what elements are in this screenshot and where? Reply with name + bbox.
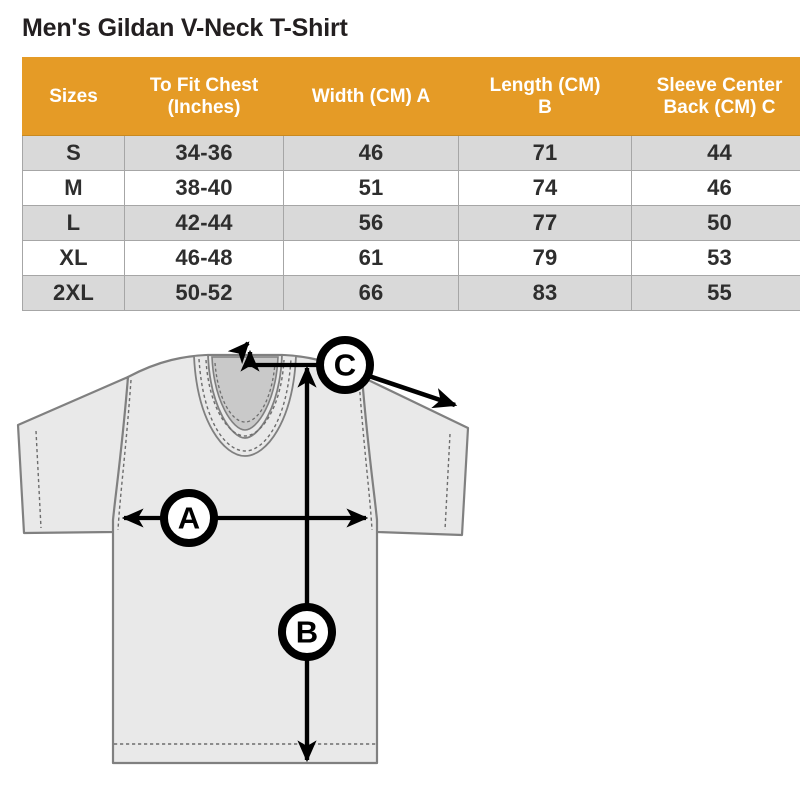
cell-chest: 46-48 bbox=[125, 241, 284, 276]
column-header-width: Width (CM) A bbox=[284, 58, 459, 136]
column-header-chest-line1: To Fit Chest bbox=[150, 75, 258, 96]
table-row: S 34-36 46 71 44 bbox=[23, 136, 800, 171]
column-header-length-line1: Length (CM) bbox=[490, 75, 601, 96]
table-body: S 34-36 46 71 44 M 38-40 51 74 46 L 42-4… bbox=[23, 136, 800, 311]
table-header-row: Sizes To Fit Chest (Inches) Width (CM) A… bbox=[23, 58, 800, 136]
column-header-length-line2: B bbox=[538, 97, 552, 118]
cell-chest: 38-40 bbox=[125, 171, 284, 206]
column-header-sleeve-line2: Back (CM) C bbox=[664, 97, 776, 118]
cell-length: 71 bbox=[459, 136, 632, 171]
table-header: Sizes To Fit Chest (Inches) Width (CM) A… bbox=[23, 58, 800, 136]
cell-sleeve: 53 bbox=[632, 241, 800, 276]
page-title: Men's Gildan V-Neck T-Shirt bbox=[22, 14, 348, 43]
cell-sleeve: 50 bbox=[632, 206, 800, 241]
table-row: L 42-44 56 77 50 bbox=[23, 206, 800, 241]
cell-chest: 42-44 bbox=[125, 206, 284, 241]
table-row: M 38-40 51 74 46 bbox=[23, 171, 800, 206]
column-header-sizes: Sizes bbox=[23, 58, 125, 136]
cell-length: 77 bbox=[459, 206, 632, 241]
t-shirt-illustration: A B C bbox=[0, 330, 800, 791]
right-sleeve bbox=[362, 377, 468, 535]
cell-size: XL bbox=[23, 241, 125, 276]
marker-c: C bbox=[320, 340, 370, 390]
cell-sleeve: 46 bbox=[632, 171, 800, 206]
cell-size: 2XL bbox=[23, 276, 125, 311]
marker-a-label: A bbox=[178, 501, 200, 536]
column-header-length: Length (CM) B bbox=[459, 58, 632, 136]
column-header-sleeve: Sleeve Center Back (CM) C bbox=[632, 58, 800, 136]
size-chart-container: Sizes To Fit Chest (Inches) Width (CM) A… bbox=[22, 57, 772, 311]
cell-size: M bbox=[23, 171, 125, 206]
column-header-chest: To Fit Chest (Inches) bbox=[125, 58, 284, 136]
cell-length: 79 bbox=[459, 241, 632, 276]
cell-length: 74 bbox=[459, 171, 632, 206]
cell-width: 56 bbox=[284, 206, 459, 241]
cell-width: 66 bbox=[284, 276, 459, 311]
marker-c-label: C bbox=[334, 348, 356, 383]
t-shirt-diagram: A B C bbox=[0, 330, 800, 791]
cell-width: 51 bbox=[284, 171, 459, 206]
cell-size: S bbox=[23, 136, 125, 171]
column-header-chest-line2: (Inches) bbox=[168, 97, 241, 118]
cell-sleeve: 55 bbox=[632, 276, 800, 311]
cell-width: 61 bbox=[284, 241, 459, 276]
cell-sleeve: 44 bbox=[632, 136, 800, 171]
table-row: 2XL 50-52 66 83 55 bbox=[23, 276, 800, 311]
column-header-sleeve-line1: Sleeve Center bbox=[657, 75, 783, 96]
garment-shape bbox=[18, 355, 468, 763]
marker-b: B bbox=[282, 607, 332, 657]
cell-width: 46 bbox=[284, 136, 459, 171]
cell-length: 83 bbox=[459, 276, 632, 311]
column-header-width-line1: Width (CM) A bbox=[312, 86, 430, 107]
cell-size: L bbox=[23, 206, 125, 241]
table-row: XL 46-48 61 79 53 bbox=[23, 241, 800, 276]
cell-chest: 34-36 bbox=[125, 136, 284, 171]
marker-a: A bbox=[164, 493, 214, 543]
left-sleeve bbox=[18, 377, 128, 533]
cell-chest: 50-52 bbox=[125, 276, 284, 311]
column-header-sizes-line1: Sizes bbox=[49, 86, 98, 107]
size-chart-table: Sizes To Fit Chest (Inches) Width (CM) A… bbox=[22, 57, 800, 311]
marker-b-label: B bbox=[296, 615, 318, 650]
